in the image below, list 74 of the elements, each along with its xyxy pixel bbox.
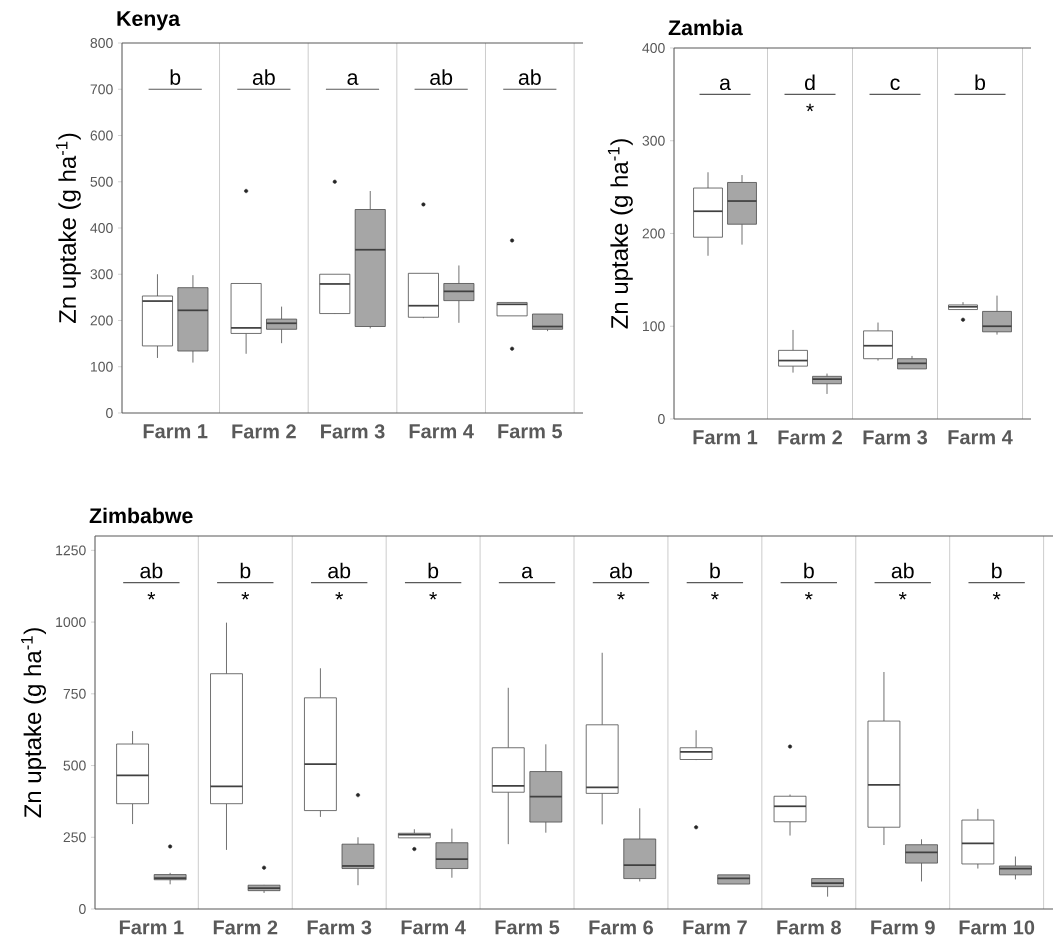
- y-tick-label: 400: [642, 43, 665, 53]
- y-tick-label: 1000: [56, 617, 86, 628]
- annotation: ab: [328, 562, 351, 579]
- y-tick-label: 200: [642, 228, 665, 239]
- annotation: *: [711, 592, 719, 600]
- annotation: ab: [430, 69, 453, 85]
- y-axis-title: Zn uptake (g ha$^{-1}$): [21, 628, 46, 818]
- x-tick-label: Farm 3: [307, 920, 372, 935]
- x-tick-label: Farm 8: [777, 920, 841, 935]
- y-tick-label: 400: [90, 223, 113, 233]
- x-tick-label: Farm 1: [119, 920, 184, 935]
- annotation: *: [335, 592, 344, 600]
- annotation: b: [804, 562, 814, 579]
- annotation: ab: [518, 69, 541, 85]
- x-tick-label: Farm 4: [409, 424, 474, 439]
- y-tick-label: 0: [106, 408, 113, 418]
- chart-title: Zimbabwe: [89, 507, 193, 524]
- x-tick-label: Farm 9: [871, 920, 935, 935]
- x-tick-label: Farm 6: [589, 920, 654, 935]
- annotation: *: [898, 592, 907, 600]
- y-tick-label: 700: [90, 84, 113, 95]
- x-tick-label: Farm 2: [213, 920, 278, 935]
- annotation: b: [428, 562, 439, 579]
- y-axis-title: Zn uptake (g ha$^{-1}$): [607, 139, 633, 329]
- x-tick-label: Farm 10: [959, 920, 1035, 935]
- annotation: *: [992, 592, 1001, 600]
- x-tick-label: Farm 5: [495, 920, 560, 935]
- annotation: *: [617, 592, 625, 600]
- x-tick-label: Farm 1: [143, 424, 208, 439]
- annotation: ab: [891, 562, 914, 579]
- y-axis-title: Zn uptake (g ha$^{-1}$): [55, 133, 81, 324]
- x-tick-label: Farm 4: [401, 920, 466, 935]
- annotation: *: [429, 592, 437, 600]
- annotation: ab: [140, 562, 163, 579]
- y-tick-label: 250: [63, 832, 86, 843]
- y-tick-label: 200: [90, 315, 113, 326]
- annotation: b: [992, 562, 1002, 579]
- chart-title: Kenya: [117, 11, 181, 31]
- annotation: a: [347, 73, 359, 85]
- x-tick-label: Farm 5: [498, 424, 563, 439]
- x-tick-label: Farm 3: [321, 424, 385, 439]
- annotation: a: [522, 566, 533, 579]
- y-tick-label: 750: [63, 688, 86, 699]
- annotation: ab: [252, 69, 275, 85]
- annotation: a: [719, 78, 731, 91]
- x-tick-label: Farm 3: [863, 430, 928, 445]
- y-tick-label: 300: [642, 135, 665, 146]
- y-tick-label: 800: [90, 38, 113, 48]
- x-tick-label: Farm 2: [778, 430, 842, 445]
- y-tick-label: 100: [643, 321, 665, 332]
- y-tick-label: 500: [63, 760, 86, 771]
- y-tick-label: 500: [90, 176, 113, 187]
- y-tick-label: 600: [90, 130, 113, 141]
- y-tick-label: 100: [91, 361, 113, 372]
- y-tick-label: 0: [79, 904, 86, 914]
- annotation: ab: [610, 562, 632, 579]
- annotation: c: [890, 78, 900, 91]
- x-tick-label: Farm 2: [232, 424, 296, 439]
- annotation: *: [147, 592, 156, 600]
- annotation: *: [806, 103, 814, 112]
- annotation: b: [240, 562, 251, 579]
- annotation: b: [975, 74, 986, 91]
- y-tick-label: 0: [658, 414, 665, 424]
- chart-title: Zambia: [668, 19, 743, 36]
- annotation: *: [805, 592, 813, 600]
- annotation: b: [710, 562, 720, 579]
- annotation: b: [170, 69, 181, 85]
- y-tick-label: 1250: [56, 545, 86, 556]
- annotation: d: [804, 74, 815, 91]
- x-tick-label: Farm 4: [948, 430, 1013, 445]
- x-tick-label: Farm 7: [683, 920, 747, 935]
- x-tick-label: Farm 1: [693, 430, 758, 445]
- annotation: *: [241, 592, 250, 600]
- y-tick-label: 300: [90, 269, 113, 280]
